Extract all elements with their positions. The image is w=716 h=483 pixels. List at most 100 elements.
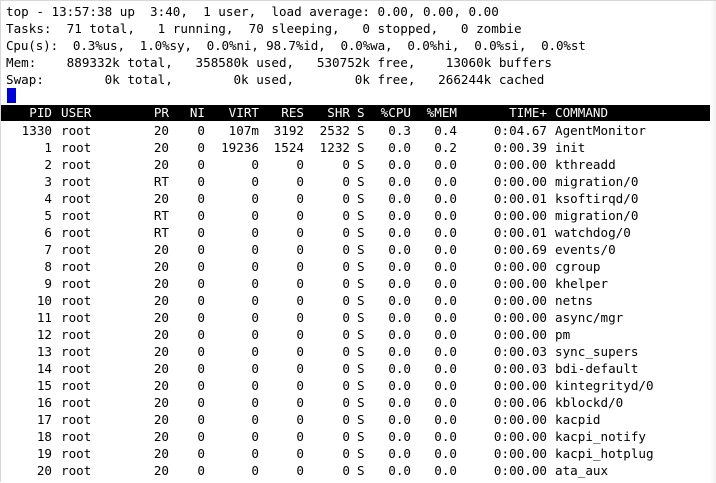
cell-command: kacpi_hotplug <box>555 446 654 461</box>
table-row: 12 root 20 0 0 0 0 S 0.0 0.0 0:00.00 pm <box>1 326 716 343</box>
cell-cpu: 0.0 <box>388 463 411 478</box>
cell-cpu: 0.0 <box>388 327 411 342</box>
cell-mem: 0.0 <box>434 157 457 172</box>
cell-ni: 0 <box>197 293 205 308</box>
cell-user: root <box>61 412 92 427</box>
cell-pr: 20 <box>153 140 169 155</box>
cell-time: 0:00.69 <box>493 242 547 257</box>
cell-virt: 0 <box>251 208 259 223</box>
cell-ni: 0 <box>197 378 205 393</box>
cell-pid: 1 <box>44 140 52 155</box>
cell-ni: 0 <box>197 259 205 274</box>
cell-res: 0 <box>296 395 304 410</box>
cell-res: 0 <box>296 259 304 274</box>
cell-mem: 0.0 <box>434 412 457 427</box>
cell-shr: 0 <box>342 378 350 393</box>
cell-pid: 20 <box>36 463 52 478</box>
cell-cpu: 0.3 <box>388 123 411 138</box>
cell-pid: 18 <box>36 429 52 444</box>
cell-pr: 20 <box>153 327 169 342</box>
cell-shr: 0 <box>342 395 350 410</box>
cell-s: S <box>357 361 365 376</box>
table-row: 2 root 20 0 0 0 0 S 0.0 0.0 0:00.00 kthreadd <box>1 156 716 173</box>
cell-s: S <box>357 174 365 189</box>
cell-mem: 0.4 <box>434 123 457 138</box>
cell-time: 0:00.39 <box>493 140 547 155</box>
cell-pr: 20 <box>153 310 169 325</box>
cell-ni: 0 <box>197 429 205 444</box>
cell-ni: 0 <box>197 140 205 155</box>
cell-cpu: 0.0 <box>388 191 411 206</box>
column-header-pr: PR <box>153 105 169 120</box>
cell-virt: 0 <box>251 293 259 308</box>
cell-pr: 20 <box>153 412 169 427</box>
summary-uptime-line: top - 13:57:38 up 3:40, 1 user, load ave… <box>6 4 499 19</box>
cell-pid: 17 <box>36 412 52 427</box>
cell-user: root <box>61 361 92 376</box>
cell-cpu: 0.0 <box>388 361 411 376</box>
window-edge <box>710 1 716 483</box>
cell-pid: 14 <box>36 361 52 376</box>
cell-virt: 0 <box>251 463 259 478</box>
cell-cpu: 0.0 <box>388 446 411 461</box>
cell-mem: 0.0 <box>434 395 457 410</box>
cell-command: events/0 <box>555 242 616 257</box>
cell-pid: 15 <box>36 378 52 393</box>
cell-virt: 0 <box>251 157 259 172</box>
cell-mem: 0.0 <box>434 327 457 342</box>
cell-res: 0 <box>296 157 304 172</box>
cell-ni: 0 <box>197 395 205 410</box>
cell-user: root <box>61 463 92 478</box>
cell-s: S <box>357 140 365 155</box>
cell-pr: 20 <box>153 242 169 257</box>
cell-pr: 20 <box>153 123 169 138</box>
cell-user: root <box>61 327 92 342</box>
cell-user: root <box>61 276 92 291</box>
cell-time: 0:00.00 <box>493 276 547 291</box>
cell-mem: 0.0 <box>434 191 457 206</box>
cell-shr: 0 <box>342 191 350 206</box>
cell-shr: 0 <box>342 157 350 172</box>
cell-res: 0 <box>296 174 304 189</box>
cell-cpu: 0.0 <box>388 208 411 223</box>
cell-command: init <box>555 140 586 155</box>
cell-pr: 20 <box>153 344 169 359</box>
cell-shr: 0 <box>342 429 350 444</box>
cell-user: root <box>61 378 92 393</box>
cell-ni: 0 <box>197 191 205 206</box>
cell-s: S <box>357 429 365 444</box>
cell-pid: 6 <box>44 225 52 240</box>
cell-shr: 0 <box>342 174 350 189</box>
cell-command: AgentMonitor <box>555 123 646 138</box>
cell-s: S <box>357 242 365 257</box>
cell-cpu: 0.0 <box>388 157 411 172</box>
cell-cpu: 0.0 <box>388 242 411 257</box>
cell-s: S <box>357 344 365 359</box>
cell-pid: 10 <box>36 293 52 308</box>
column-header-virt: VIRT <box>228 105 259 120</box>
column-header-shr: SHR <box>327 105 350 120</box>
cell-mem: 0.0 <box>434 378 457 393</box>
cell-ni: 0 <box>197 208 205 223</box>
cell-shr: 0 <box>342 293 350 308</box>
cell-pid: 13 <box>36 344 52 359</box>
table-row: 14 root 20 0 0 0 0 S 0.0 0.0 0:00.03 bdi-default <box>1 360 716 377</box>
cell-mem: 0.0 <box>434 344 457 359</box>
cell-pid: 9 <box>44 276 52 291</box>
cell-pr: RT <box>153 225 169 240</box>
cell-cpu: 0.0 <box>388 259 411 274</box>
cell-ni: 0 <box>197 157 205 172</box>
cell-user: root <box>61 123 92 138</box>
cell-s: S <box>357 378 365 393</box>
cell-res: 0 <box>296 429 304 444</box>
cell-virt: 0 <box>251 412 259 427</box>
table-row: 8 root 20 0 0 0 0 S 0.0 0.0 0:00.00 cgroup <box>1 258 716 275</box>
table-row: 13 root 20 0 0 0 0 S 0.0 0.0 0:00.03 sync_supers <box>1 343 716 360</box>
cell-pid: 7 <box>44 242 52 257</box>
cell-pr: 20 <box>153 429 169 444</box>
cell-shr: 0 <box>342 344 350 359</box>
summary-swap-line: Swap: 0k total, 0k used, 0k free, 266244… <box>6 72 545 87</box>
column-header-cpu: %CPU <box>380 105 411 120</box>
cell-pr: RT <box>153 174 169 189</box>
